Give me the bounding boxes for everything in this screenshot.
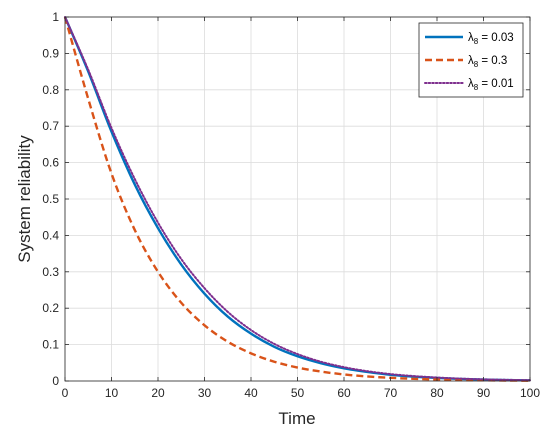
y-tick-label: 0.6	[42, 156, 59, 170]
y-tick-label: 1	[52, 10, 59, 24]
series-line-2	[63, 16, 531, 382]
y-tick-label: 0.5	[42, 192, 59, 206]
y-tick-label: 0.4	[42, 228, 59, 242]
x-tick-label: 90	[477, 386, 491, 400]
x-tick-label: 10	[105, 386, 119, 400]
y-tick-label: 0	[52, 374, 59, 388]
x-tick-label: 70	[384, 386, 398, 400]
x-tick-label: 0	[62, 386, 69, 400]
y-tick-label: 0.8	[42, 83, 59, 97]
series-lines	[63, 16, 531, 382]
y-tick-label: 0.7	[42, 119, 59, 133]
x-tick-label: 80	[430, 386, 444, 400]
x-tick-label: 60	[337, 386, 351, 400]
legend-label-1: λ8 = 0.03	[468, 32, 514, 46]
y-axis-label: System reliability	[15, 135, 34, 263]
y-tick-label: 0.9	[42, 46, 59, 60]
y-tick-label: 0.2	[42, 301, 59, 315]
x-axis-label: Time	[278, 409, 315, 428]
legend-label-3: λ8 = 0.01	[468, 78, 514, 92]
legend: λ8 = 0.03 λ8 = 0.3 λ8 = 0.01	[418, 22, 524, 98]
x-tick-label: 40	[244, 386, 258, 400]
axis-ticks: 0 10 20 30 40 50 60 70 80 90 100 0 0.1 0.2 0.3 0.4 0.5 0.…	[42, 10, 540, 400]
series-line-3	[64, 16, 531, 382]
x-tick-label: 30	[198, 386, 212, 400]
x-tick-label: 50	[291, 386, 305, 400]
x-tick-label: 20	[151, 386, 165, 400]
y-tick-label: 0.3	[42, 265, 59, 279]
x-tick-label: 100	[520, 386, 540, 400]
legend-label-2: λ8 = 0.3	[468, 55, 507, 69]
y-tick-label: 0.1	[42, 338, 59, 352]
